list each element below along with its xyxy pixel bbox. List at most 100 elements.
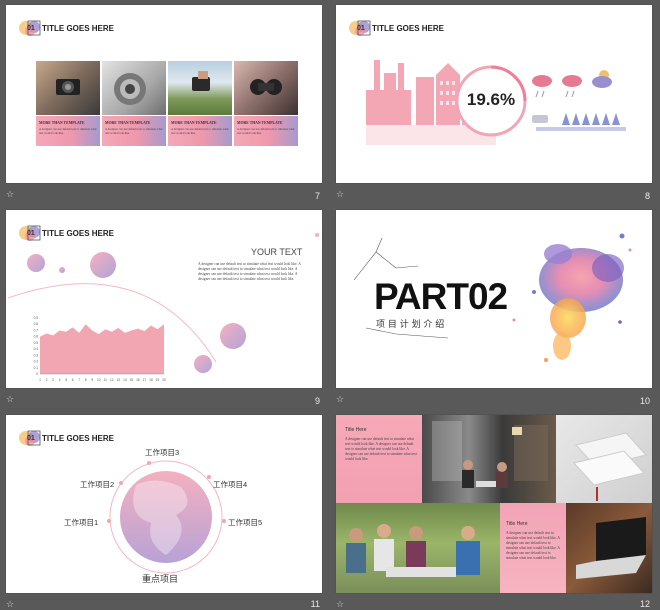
binoculars-icon <box>250 79 282 95</box>
slide-7[interactable]: 01 TITLE GOES HERE MORE THAN TEMPLATE A … <box>6 5 322 183</box>
item-label-1: 工作项目1 <box>64 518 99 527</box>
text-block: Title Here A designer can use default te… <box>500 503 566 593</box>
watercolor-splash-illustration <box>353 233 632 362</box>
block-heading: Title Here <box>345 427 367 433</box>
x-tick-label: 2 <box>46 378 48 382</box>
slide-number: 7 <box>314 191 320 201</box>
star-icon[interactable]: ☆ <box>336 600 345 610</box>
y-tick-label: 0.4 <box>34 347 39 351</box>
item-label-4: 工作项目4 <box>213 480 248 489</box>
trees-icon <box>562 113 620 125</box>
x-tick-label: 4 <box>59 378 61 382</box>
slide-12[interactable]: Title Here A designer can use default te… <box>336 415 652 593</box>
card-caption: MORE THAN TEMPLATE A designer can use de… <box>102 116 166 146</box>
y-tick-label: 0.8 <box>34 322 39 326</box>
x-tick-label: 20 <box>162 378 166 382</box>
city-weather-illustration <box>366 60 626 145</box>
x-tick-label: 11 <box>104 378 108 382</box>
block-body: A designer can use default text to simul… <box>345 437 417 461</box>
slide-number: 12 <box>639 599 650 609</box>
lens-photo <box>102 61 166 115</box>
x-tick-label: 5 <box>65 378 67 382</box>
camera-icon <box>56 79 80 95</box>
card-body: A designer can use default text to simul… <box>105 127 163 135</box>
star-icon[interactable]: ☆ <box>6 395 15 405</box>
text-heading: YOUR TEXT <box>251 247 303 257</box>
x-tick-label: 17 <box>143 378 147 382</box>
bubble <box>27 254 45 272</box>
slide-number: 9 <box>314 396 320 406</box>
y-tick-label: 0.7 <box>34 328 39 332</box>
slide-title: TITLE GOES HERE <box>42 434 115 443</box>
bubble <box>59 267 65 273</box>
node-dot <box>147 461 151 465</box>
x-tick-label: 1 <box>39 378 41 382</box>
arc-decoration <box>7 233 319 373</box>
star-icon[interactable]: ☆ <box>6 190 15 200</box>
slide-10[interactable]: PART02 项 目 计 划 介 绍 <box>336 210 652 388</box>
slide-title: TITLE GOES HERE <box>42 24 115 33</box>
card-caption: MORE THAN TEMPLATE A designer can use de… <box>36 116 100 146</box>
bubble <box>220 323 246 349</box>
part-title: PART02 <box>374 276 508 317</box>
binoculars-photo <box>234 61 298 115</box>
logo-splash-icon <box>19 430 41 446</box>
part-subtitle: 项 目 计 划 介 绍 <box>376 320 445 330</box>
laptop-icon <box>576 517 646 579</box>
camera-photo <box>36 61 100 115</box>
center-label: 重点项目 <box>142 574 179 584</box>
y-tick-label: 0.9 <box>34 316 39 320</box>
block-heading: Title Here <box>506 521 528 527</box>
y-tick-label: 0.5 <box>34 341 39 345</box>
node-dot <box>222 519 226 523</box>
slide-8[interactable]: 01 TITLE GOES HERE <box>336 5 652 183</box>
slide-title: TITLE GOES HERE <box>372 24 445 33</box>
slide-9[interactable]: 01 TITLE GOES HERE YOUR TEXT A designer … <box>6 210 322 388</box>
logo-number: 01 <box>27 435 35 442</box>
item-label-5: 工作项目5 <box>228 518 263 527</box>
laptop-photo <box>566 503 652 593</box>
books-icon <box>573 432 647 501</box>
lens-icon <box>114 73 146 105</box>
globe-icon <box>120 471 212 563</box>
hand-camera-icon <box>192 71 210 91</box>
y-tick-label: 0.1 <box>34 366 39 370</box>
y-tick-label: 0.2 <box>34 360 39 364</box>
x-tick-label: 18 <box>149 378 153 382</box>
x-tick-label: 15 <box>130 378 134 382</box>
card-caption: MORE THAN TEMPLATE A designer can use de… <box>168 116 232 146</box>
y-tick-label: 0 <box>36 372 38 376</box>
star-icon[interactable]: ☆ <box>336 395 345 405</box>
car-icon <box>532 115 548 123</box>
x-tick-label: 10 <box>97 378 101 382</box>
office-photo <box>422 415 556 503</box>
logo-splash-icon <box>349 20 371 36</box>
card-heading: MORE THAN TEMPLATE <box>237 121 283 125</box>
text-body: A designer can use default text to simul… <box>198 262 301 281</box>
logo-splash-icon <box>19 225 41 241</box>
item-label-3: 工作项目3 <box>145 448 180 457</box>
books-photo <box>556 415 652 503</box>
slide-number: 10 <box>639 396 650 406</box>
item-label-2: 工作项目2 <box>80 480 115 489</box>
star-icon[interactable]: ☆ <box>336 190 345 200</box>
slide-title: TITLE GOES HERE <box>42 229 115 238</box>
x-tick-label: 9 <box>91 378 93 382</box>
slide-11[interactable]: 01 TITLE GOES HERE 工作项目3 工作项目2 工作项目4 工作项… <box>6 415 322 593</box>
logo-number: 01 <box>27 230 35 237</box>
area-chart: 1 2 3 4 5 6 7 8 9 10 11 12 13 14 15 16 17 18 19 2000.10.20.… <box>34 316 166 382</box>
x-tick-label: 13 <box>117 378 121 382</box>
bubble <box>315 233 319 237</box>
students-icon <box>346 524 480 577</box>
percent-value: 19.6% <box>466 90 516 109</box>
y-tick-label: 0.6 <box>34 335 39 339</box>
star-icon[interactable]: ☆ <box>6 600 15 610</box>
sun-cloud-icon <box>592 70 612 88</box>
slide-number: 11 <box>310 599 320 609</box>
x-tick-label: 3 <box>52 378 54 382</box>
x-tick-label: 6 <box>72 378 74 382</box>
logo-number: 01 <box>27 25 35 32</box>
block-body: A designer can use default text to simul… <box>506 531 560 560</box>
logo-splash-icon <box>19 20 41 36</box>
meeting-people-icon <box>432 421 548 488</box>
